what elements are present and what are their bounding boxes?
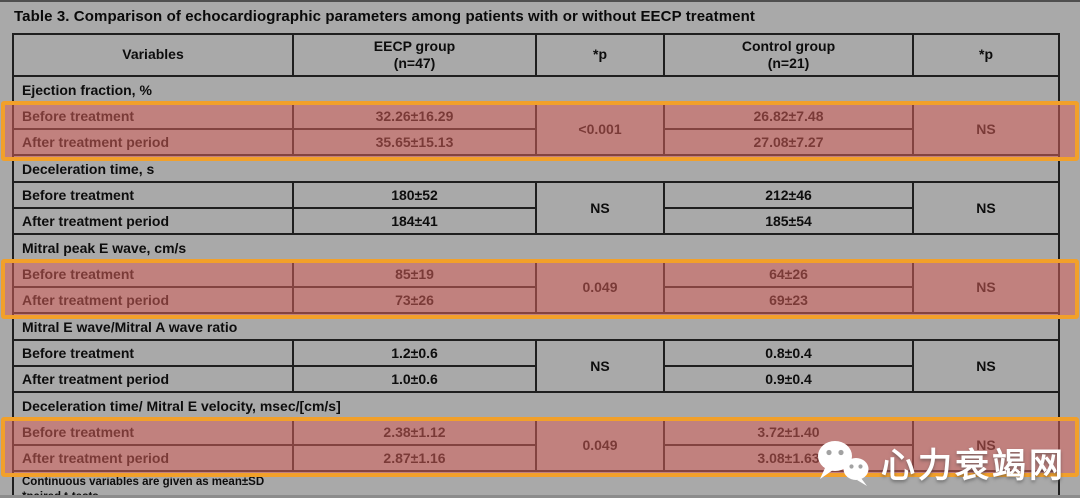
p-value-eecp: 0.049 (535, 260, 665, 314)
section-title: Deceleration time/ Mitral E velocity, ms… (12, 391, 1060, 420)
p-value-control: NS (912, 339, 1060, 393)
control-value: 0.8±0.4 (663, 339, 914, 367)
row-label: Before treatment (12, 181, 294, 209)
row-label: After treatment period (12, 286, 294, 314)
table-row: Before treatment 1.2±0.6 NS 0.8±0.4 NS (12, 339, 1060, 393)
footnote-line: *paired t-tests (22, 491, 99, 498)
eecp-value: 1.2±0.6 (292, 339, 537, 367)
header-row: Variables EECP group (n=47) *p Control g… (12, 33, 1060, 77)
wechat-icon (816, 439, 872, 487)
col-header-p2: *p (912, 33, 1060, 77)
p-value-eecp: 0.049 (535, 418, 665, 472)
col-header-p1: *p (535, 33, 665, 77)
row-label: Before treatment (12, 260, 294, 288)
table-row: After treatment period 184±41 185±54 (12, 207, 1059, 235)
section-header-row: Deceleration time/ Mitral E velocity, ms… (12, 391, 1060, 420)
watermark: 心力衰竭网 (816, 438, 1066, 487)
footnote-line: Continuous variables are given as mean±S… (22, 476, 265, 488)
control-value: 64±26 (663, 260, 914, 288)
control-value: 26.82±7.48 (663, 102, 914, 130)
table-title: Table 3. Comparison of echocardiographic… (14, 8, 755, 25)
table-row: After treatment period 1.0±0.6 0.9±0.4 (12, 365, 1059, 393)
eecp-value: 73±26 (292, 286, 537, 314)
row-label: After treatment period (12, 207, 294, 235)
control-value: 0.9±0.4 (663, 365, 914, 393)
eecp-value: 32.26±16.29 (292, 102, 537, 130)
table-row: Before treatment 85±19 0.049 64±26 NS (12, 260, 1060, 314)
watermark-text: 心力衰竭网 (881, 447, 1066, 485)
row-label: After treatment period (12, 365, 294, 393)
row-label: Before treatment (12, 102, 294, 130)
eecp-value: 85±19 (292, 260, 537, 288)
control-value: 185±54 (663, 207, 914, 235)
eecp-value: 1.0±0.6 (292, 365, 537, 393)
row-label: Before treatment (12, 339, 294, 367)
eecp-value: 180±52 (292, 181, 537, 209)
section-header-row: Deceleration time, s (12, 154, 1060, 183)
p-value-eecp: NS (535, 339, 665, 393)
section-title: Mitral peak E wave, cm/s (12, 233, 1060, 262)
section-title: Deceleration time, s (12, 154, 1060, 183)
section-title: Mitral E wave/Mitral A wave ratio (12, 312, 1060, 341)
section-header-row: Mitral E wave/Mitral A wave ratio (12, 312, 1060, 341)
p-value-control: NS (912, 102, 1060, 156)
col-header-control-group: Control group (n=21) (663, 33, 914, 77)
p-value-control: NS (912, 181, 1060, 235)
comparison-table: Variables EECP group (n=47) *p Control g… (12, 33, 1060, 498)
eecp-group-n: (n=47) (393, 55, 436, 71)
eecp-value: 2.87±1.16 (292, 444, 537, 472)
row-label: After treatment period (12, 128, 294, 156)
col-header-variables: Variables (12, 33, 294, 77)
p-value-eecp: <0.001 (535, 102, 665, 156)
eecp-value: 184±41 (292, 207, 537, 235)
row-label: Before treatment (12, 418, 294, 446)
p-value-eecp: NS (535, 181, 665, 235)
control-group-n: (n=21) (767, 55, 810, 71)
eecp-value: 2.38±1.12 (292, 418, 537, 446)
col-header-eecp-group: EECP group (n=47) (292, 33, 537, 77)
eecp-group-label: EECP group (373, 37, 456, 54)
section-header-row: Ejection fraction, % (12, 75, 1060, 104)
p-value-control: NS (912, 260, 1060, 314)
section-title: Ejection fraction, % (12, 75, 1060, 104)
control-value: 27.08±7.27 (663, 128, 914, 156)
control-value: 69±23 (663, 286, 914, 314)
eecp-value: 35.65±15.13 (292, 128, 537, 156)
table-row: Before treatment 32.26±16.29 <0.001 26.8… (12, 102, 1060, 156)
control-group-label: Control group (741, 37, 836, 54)
section-header-row: Mitral peak E wave, cm/s (12, 233, 1060, 262)
control-value: 212±46 (663, 181, 914, 209)
row-label: After treatment period (12, 444, 294, 472)
table-row: Before treatment 180±52 NS 212±46 NS (12, 181, 1060, 235)
